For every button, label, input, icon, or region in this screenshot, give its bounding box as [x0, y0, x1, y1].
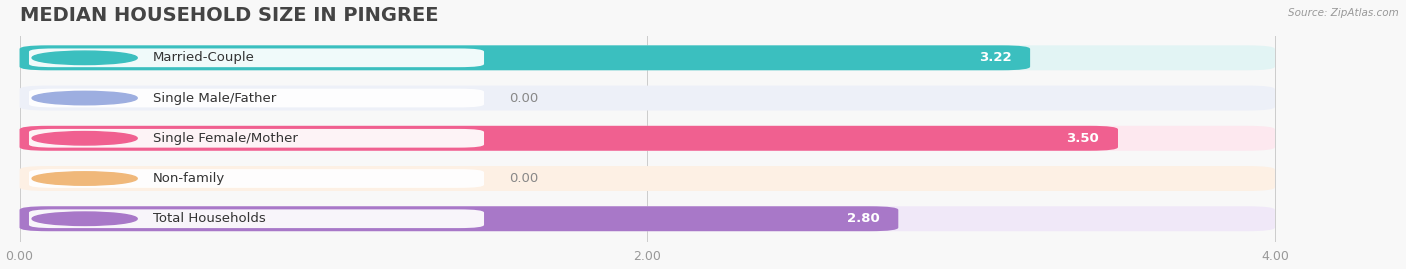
Text: Married-Couple: Married-Couple [153, 51, 254, 64]
Circle shape [32, 91, 138, 105]
FancyBboxPatch shape [30, 48, 484, 67]
FancyBboxPatch shape [20, 166, 1275, 191]
FancyBboxPatch shape [20, 45, 1275, 70]
Circle shape [32, 212, 138, 225]
FancyBboxPatch shape [20, 86, 1275, 111]
Text: Source: ZipAtlas.com: Source: ZipAtlas.com [1288, 8, 1399, 18]
Text: Total Households: Total Households [153, 212, 266, 225]
Circle shape [32, 132, 138, 145]
Text: 3.50: 3.50 [1066, 132, 1099, 145]
FancyBboxPatch shape [30, 89, 484, 107]
Text: MEDIAN HOUSEHOLD SIZE IN PINGREE: MEDIAN HOUSEHOLD SIZE IN PINGREE [20, 6, 439, 24]
FancyBboxPatch shape [30, 129, 484, 148]
Text: 0.00: 0.00 [509, 91, 538, 105]
Text: 0.00: 0.00 [509, 172, 538, 185]
Circle shape [32, 51, 138, 65]
FancyBboxPatch shape [20, 126, 1275, 151]
Circle shape [32, 172, 138, 185]
FancyBboxPatch shape [20, 206, 898, 231]
Text: Single Male/Father: Single Male/Father [153, 91, 276, 105]
FancyBboxPatch shape [30, 209, 484, 228]
FancyBboxPatch shape [30, 169, 484, 188]
FancyBboxPatch shape [20, 45, 1031, 70]
Text: 3.22: 3.22 [979, 51, 1011, 64]
FancyBboxPatch shape [20, 126, 1118, 151]
Text: Single Female/Mother: Single Female/Mother [153, 132, 298, 145]
Text: 2.80: 2.80 [846, 212, 880, 225]
Text: Non-family: Non-family [153, 172, 225, 185]
FancyBboxPatch shape [20, 206, 1275, 231]
